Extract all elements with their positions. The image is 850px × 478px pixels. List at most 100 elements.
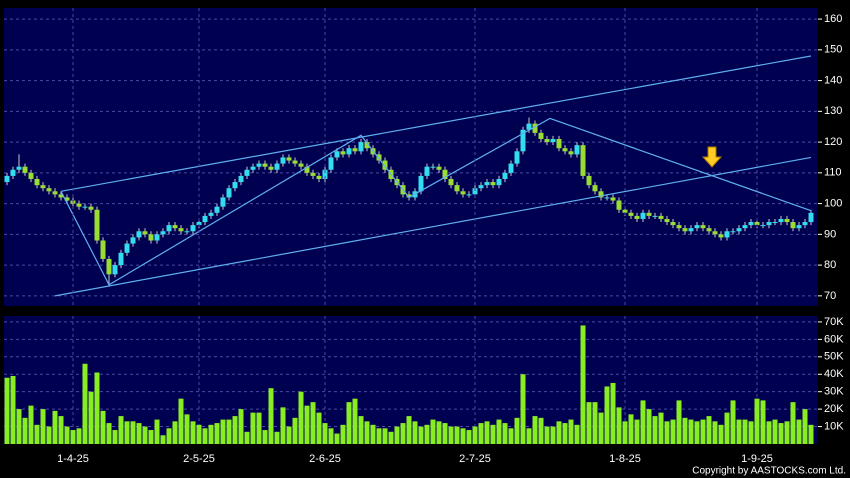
candle-body	[472, 188, 478, 195]
volume-bar	[406, 416, 412, 444]
candle-body	[532, 123, 538, 133]
volume-bar	[286, 426, 292, 444]
volume-bar	[634, 419, 640, 444]
volume-bar	[346, 402, 352, 444]
candle-body	[742, 225, 748, 229]
candle-body	[688, 228, 694, 232]
volume-bar	[550, 426, 556, 444]
candle-body	[700, 225, 706, 229]
arrow-icon	[701, 146, 723, 168]
candle-body	[682, 228, 688, 232]
volume-bar	[514, 417, 520, 444]
x-tick-label: 2-7-25	[459, 453, 491, 465]
volume-bar	[712, 421, 718, 444]
candle-body	[406, 194, 412, 198]
volume-bar	[112, 430, 118, 444]
candle-body	[10, 169, 16, 176]
candle-body	[346, 148, 352, 155]
volume-bar	[442, 423, 448, 444]
volume-bar	[22, 417, 28, 444]
volume-bar	[616, 407, 622, 444]
y-tick-label: 20K	[824, 403, 844, 415]
volume-bar	[184, 414, 190, 444]
candle-body	[232, 182, 238, 189]
volume-bar	[538, 417, 544, 444]
candle-body	[286, 157, 292, 161]
candle-body	[226, 188, 232, 198]
volume-bar	[592, 402, 598, 444]
volume-bar	[640, 400, 646, 444]
volume-bar	[520, 374, 526, 444]
candle-body	[628, 212, 634, 216]
candle-body	[676, 225, 682, 229]
volume-bar	[400, 423, 406, 444]
candle-body	[106, 258, 112, 275]
volume-bar	[598, 412, 604, 444]
candle-body	[292, 160, 298, 164]
candle-body	[310, 172, 316, 176]
candle-body	[142, 231, 148, 235]
volume-bar	[556, 421, 562, 444]
volume-bar	[310, 402, 316, 444]
volume-bar	[562, 423, 568, 444]
volume-bar	[376, 428, 382, 444]
candle-body	[94, 209, 100, 241]
trend-line	[60, 55, 812, 192]
candle-body	[334, 151, 340, 158]
y-tick-label: 70K	[824, 316, 844, 328]
candle-body	[166, 225, 172, 232]
candle-body	[130, 237, 136, 244]
candle-body	[238, 175, 244, 183]
x-tick-label: 1-4-25	[57, 453, 89, 465]
candle-body	[790, 222, 796, 229]
candle-body	[214, 206, 220, 213]
candle-body	[664, 218, 670, 223]
candle-body	[574, 145, 580, 155]
volume-bar	[274, 431, 280, 444]
volume-bar	[382, 428, 388, 444]
volume-bar	[370, 424, 376, 444]
candle-body	[718, 234, 724, 238]
candle-body	[16, 166, 22, 170]
volume-bar	[436, 421, 442, 444]
candle-body	[526, 123, 532, 130]
volume-bar	[202, 428, 208, 444]
volume-bar	[580, 325, 586, 444]
candle-body	[262, 163, 268, 167]
y-tick-label: 60K	[824, 333, 844, 345]
candle-body	[442, 169, 448, 179]
volume-bar	[232, 416, 238, 444]
y-tick-label: 130	[824, 105, 842, 117]
candle-body	[58, 194, 64, 198]
volume-bar	[658, 412, 664, 444]
candle-body	[796, 225, 802, 229]
volume-bar	[604, 386, 610, 444]
copyright: Copyright by AASTOCKS.com Ltd.	[692, 466, 846, 477]
volume-bar	[52, 410, 58, 444]
candle-body	[562, 148, 568, 152]
candle-body	[748, 222, 754, 226]
candle-body	[196, 222, 202, 226]
volume-bar	[778, 423, 784, 444]
volume-bar	[496, 419, 502, 444]
volume-bar	[124, 421, 130, 444]
candle-body	[550, 139, 556, 143]
volume-bar	[322, 423, 328, 444]
volume-bar	[646, 409, 652, 444]
volume-bar	[790, 402, 796, 444]
volume-bar	[88, 391, 94, 444]
candle-body	[670, 222, 676, 226]
candle-body	[586, 175, 592, 186]
volume-bar	[418, 426, 424, 444]
volume-bar	[742, 419, 748, 444]
candle-body	[802, 222, 808, 226]
volume-bar	[316, 412, 322, 444]
candle-body	[208, 212, 214, 216]
candle-body	[358, 142, 364, 152]
candle-body	[154, 234, 160, 241]
candle-body	[478, 185, 484, 189]
candle-body	[100, 240, 106, 259]
candle-body	[328, 157, 334, 170]
candle-body	[148, 234, 154, 241]
y-tick-label: 80	[824, 259, 836, 271]
